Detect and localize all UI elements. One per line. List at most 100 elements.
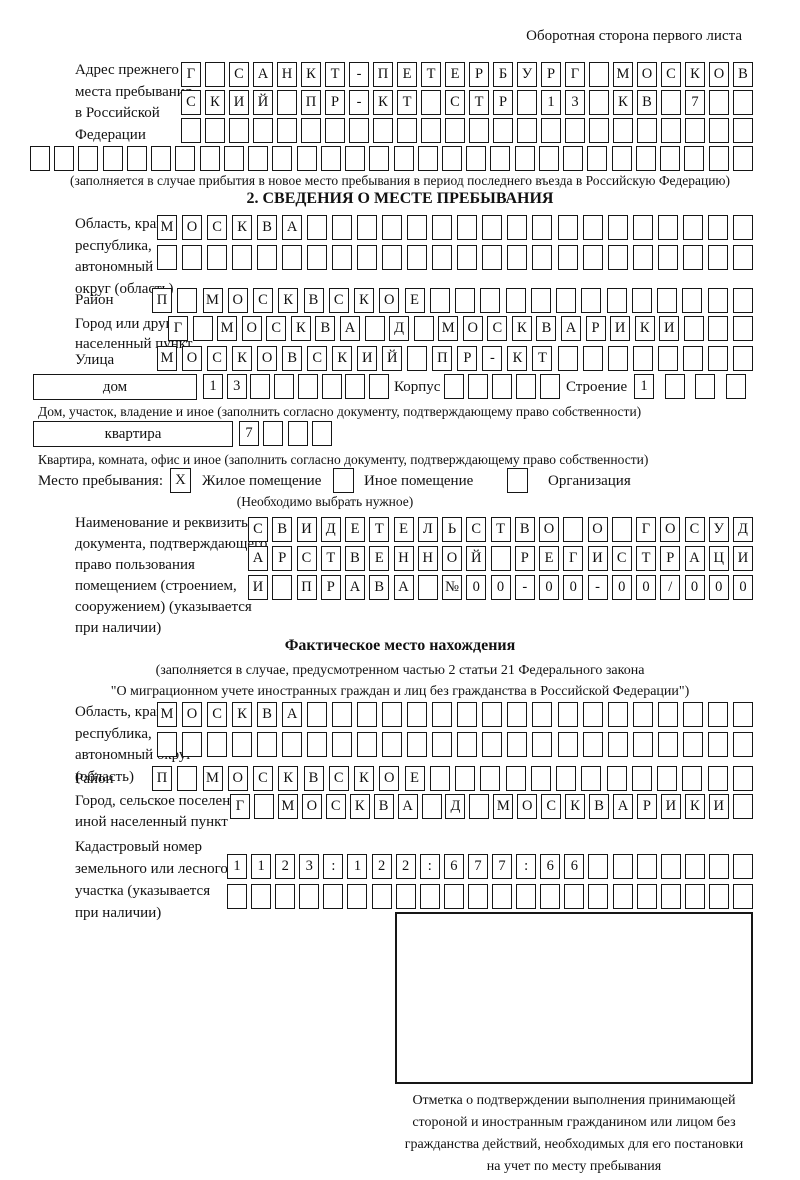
char-cell[interactable] [419,884,440,909]
char-cell[interactable] [492,374,512,399]
char-cell[interactable] [557,346,578,371]
char-cell[interactable]: О [227,288,248,313]
char-cell[interactable]: Н [277,62,297,87]
char-cell[interactable] [407,245,428,270]
char-cell[interactable]: 7 [239,421,259,446]
char-cell[interactable] [530,766,551,791]
char-cell[interactable] [557,702,578,727]
char-cell[interactable]: С [253,288,273,313]
char-cell[interactable] [725,374,746,399]
char-cell[interactable] [708,316,729,341]
char-cell[interactable] [682,245,703,270]
char-cell[interactable]: Е [397,62,417,87]
char-cell[interactable]: Г [636,517,656,542]
char-cell[interactable] [182,245,203,270]
char-cell[interactable] [395,884,416,909]
char-cell[interactable] [538,146,559,171]
char-cell[interactable] [253,118,273,143]
char-cell[interactable] [457,215,478,240]
char-cell[interactable]: К [684,794,705,819]
char-cell[interactable]: В [315,316,336,341]
char-cell[interactable]: К [232,215,253,240]
char-cell[interactable] [407,702,428,727]
char-cell[interactable]: С [296,546,317,571]
char-cell[interactable]: 0 [636,575,656,600]
char-cell[interactable]: - [349,62,369,87]
char-cell[interactable]: П [152,288,172,313]
char-cell[interactable]: С [328,766,349,791]
char-cell[interactable]: В [303,288,324,313]
char-cell[interactable]: Т [369,517,390,542]
char-cell[interactable] [732,288,753,313]
char-cell[interactable]: С [445,90,465,115]
char-cell[interactable] [636,854,657,879]
char-cell[interactable] [277,90,297,115]
char-cell[interactable]: М [217,316,238,341]
char-cell[interactable] [272,575,293,600]
char-cell[interactable]: С [207,215,228,240]
char-cell[interactable] [557,732,578,757]
char-cell[interactable]: И [659,316,680,341]
char-cell[interactable] [78,146,99,171]
char-cell[interactable]: П [296,575,317,600]
char-cell[interactable]: 2 [275,854,296,879]
char-cell[interactable] [564,884,585,909]
char-cell[interactable]: В [514,517,535,542]
char-cell[interactable]: П [152,766,172,791]
char-cell[interactable]: С [684,517,705,542]
char-cell[interactable]: 3 [565,90,585,115]
char-cell[interactable]: Г [168,316,188,341]
char-cell[interactable] [157,245,177,270]
char-cell[interactable]: Т [532,346,553,371]
char-cell[interactable] [227,884,247,909]
korpus-row[interactable] [444,374,560,399]
char-cell[interactable] [582,732,603,757]
char-cell[interactable]: 0 [490,575,511,600]
char-cell[interactable] [707,702,728,727]
char-cell[interactable] [530,288,551,313]
char-cell[interactable]: 6 [443,854,464,879]
char-cell[interactable]: И [587,546,608,571]
char-cell[interactable]: М [157,702,177,727]
char-cell[interactable] [541,118,561,143]
char-cell[interactable]: К [278,766,299,791]
char-cell[interactable] [682,346,703,371]
char-cell[interactable]: Р [469,62,489,87]
char-cell[interactable]: П [373,62,393,87]
char-cell[interactable]: А [613,794,633,819]
char-cell[interactable]: Д [320,517,341,542]
char-cell[interactable]: О [709,62,729,87]
stay-type-checkbox-residential[interactable]: X [170,468,191,493]
char-cell[interactable] [369,146,390,171]
char-cell[interactable] [311,421,332,446]
char-cell[interactable]: Н [417,546,438,571]
char-cell[interactable] [466,146,487,171]
char-cell[interactable] [517,90,537,115]
char-cell[interactable] [371,884,392,909]
char-cell[interactable]: О [257,346,278,371]
char-cell[interactable]: 3 [299,854,320,879]
char-cell[interactable] [707,766,728,791]
char-cell[interactable]: О [182,215,203,240]
char-cell[interactable]: К [205,90,225,115]
char-cell[interactable]: 0 [733,575,753,600]
char-cell[interactable]: Е [539,546,559,571]
char-cell[interactable] [332,702,353,727]
char-cell[interactable] [492,884,513,909]
char-cell[interactable]: А [397,794,418,819]
char-cell[interactable]: К [634,316,655,341]
char-cell[interactable] [657,288,677,313]
char-cell[interactable]: Й [466,546,487,571]
char-cell[interactable] [588,884,609,909]
char-cell[interactable] [607,346,628,371]
char-cell[interactable] [205,62,225,87]
char-cell[interactable] [732,732,753,757]
char-cell[interactable]: О [379,288,400,313]
char-cell[interactable] [253,794,274,819]
char-cell[interactable]: Б [493,62,513,87]
char-cell[interactable] [557,245,578,270]
